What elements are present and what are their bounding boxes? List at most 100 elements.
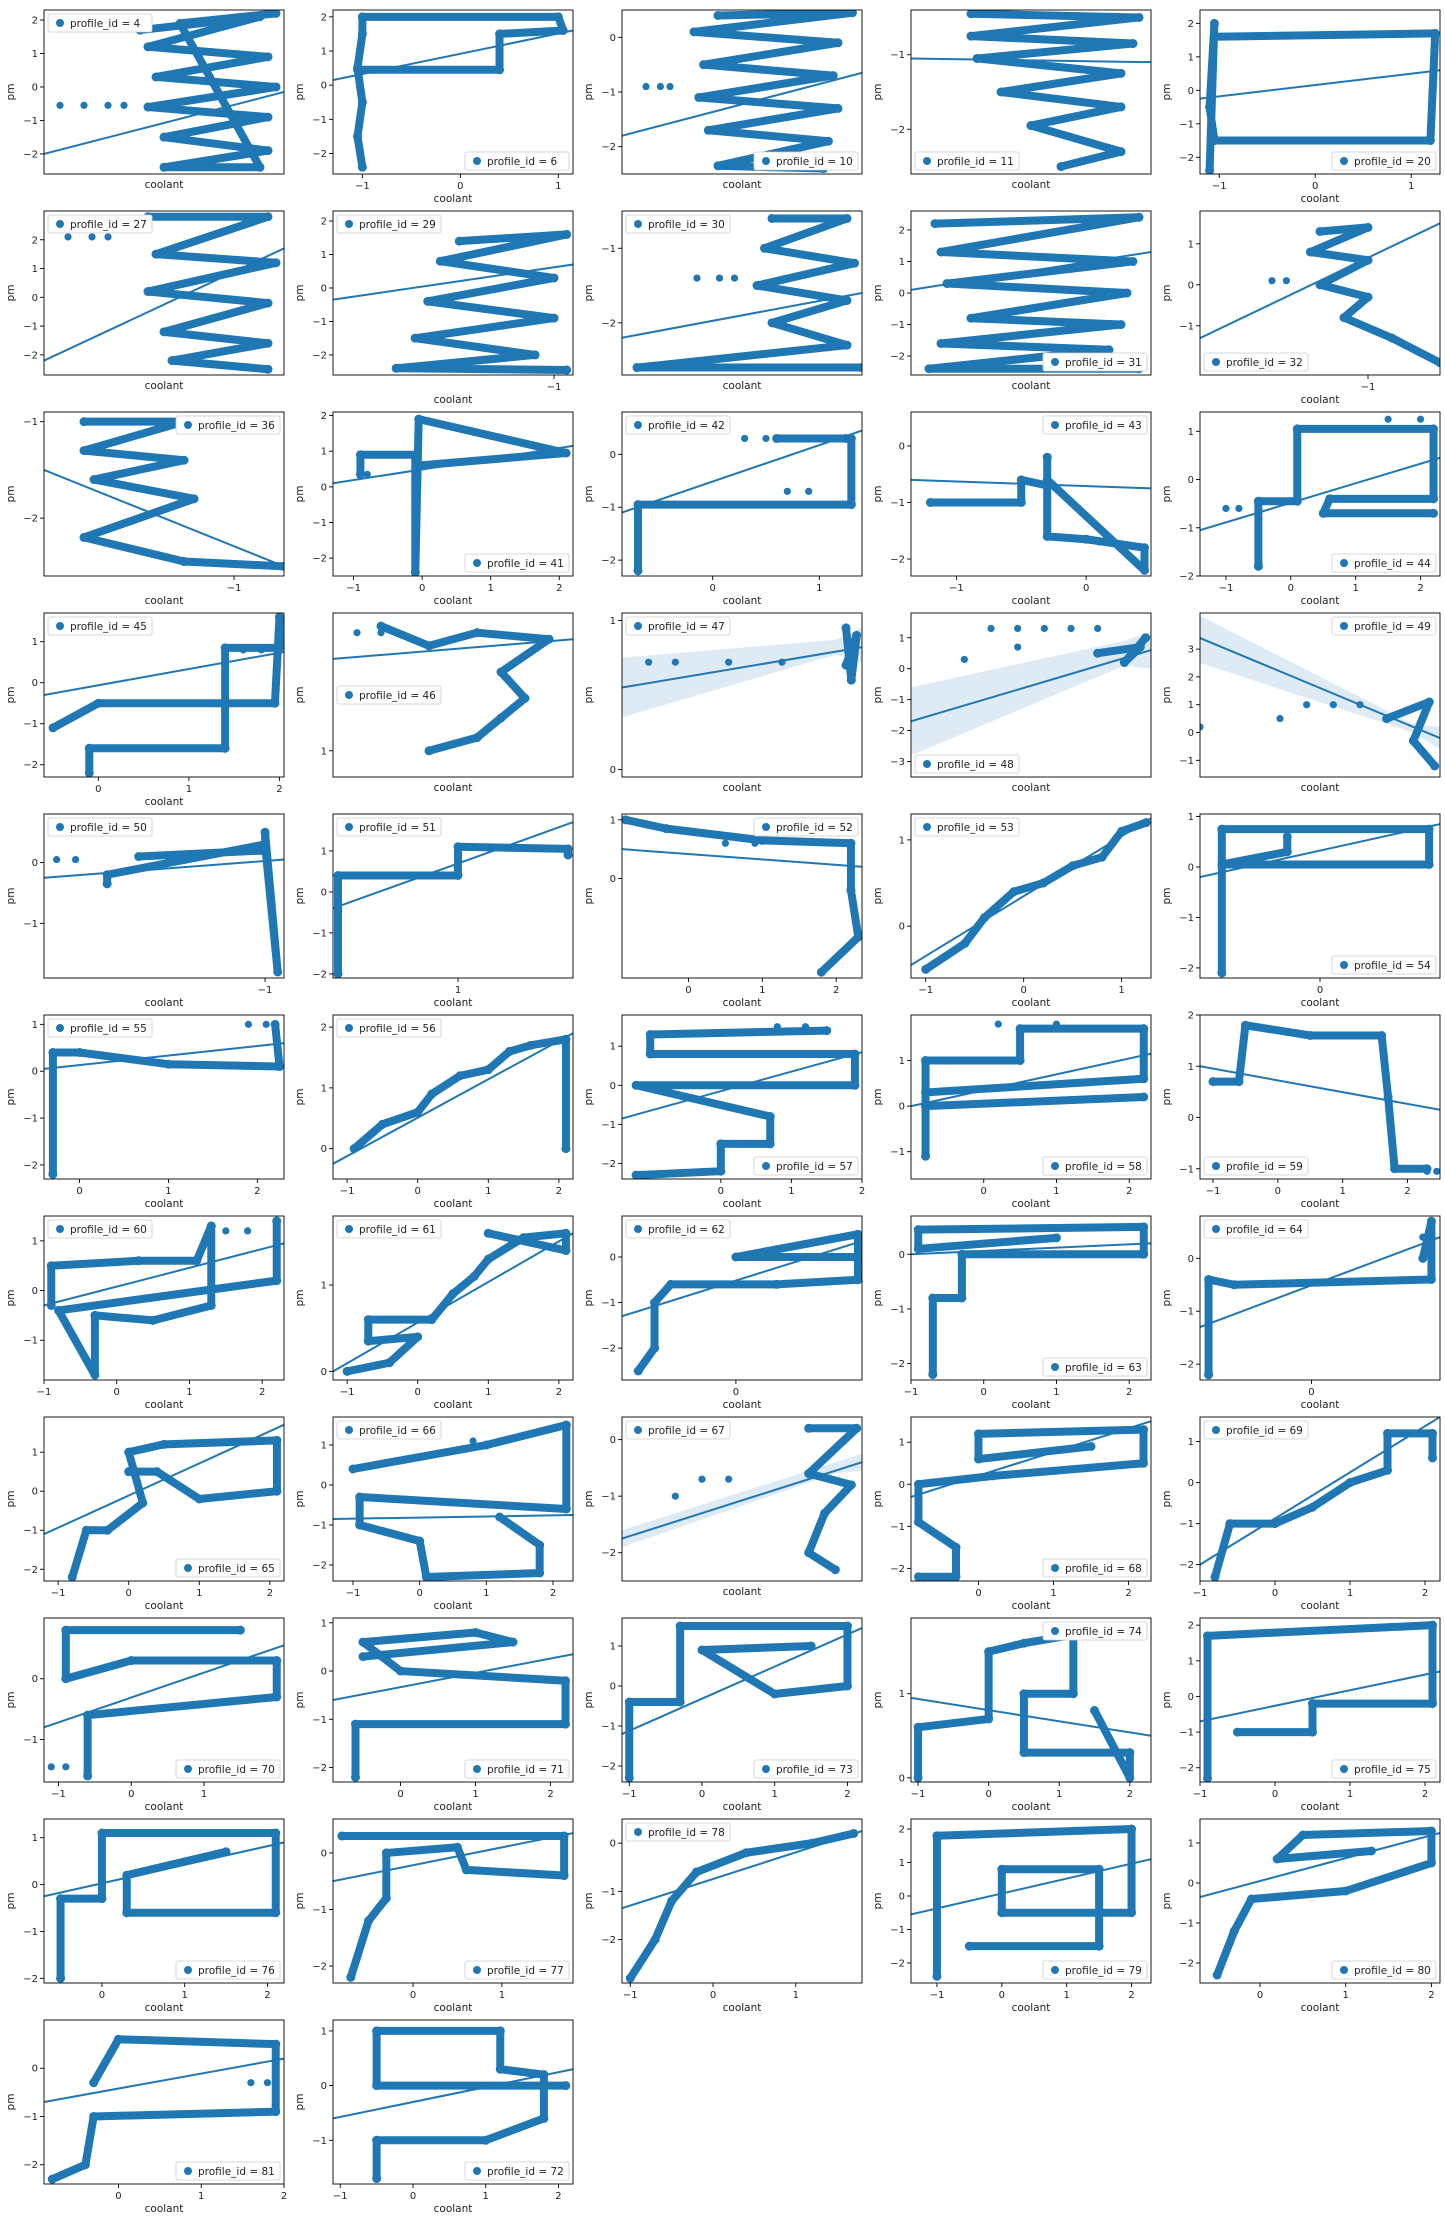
- plot-area: [333, 1228, 573, 1376]
- data-point: [372, 2174, 382, 2184]
- data-point: [694, 92, 704, 102]
- plot-area: [1200, 222, 1440, 368]
- subplot: −1 0 1 −2 −1 0 coolant pm profile_id = 78: [583, 1818, 863, 2014]
- y-tick-label: −2: [1179, 1763, 1194, 1774]
- data-point: [355, 450, 365, 460]
- data-point: [1116, 147, 1126, 157]
- data-point: [357, 12, 367, 22]
- y-tick-label: −1: [312, 1715, 327, 1726]
- scatter-trace: [842, 623, 861, 685]
- subplot: −1 0 1 2 −2 −1 0 1 coolant pm profile_id = 69: [1161, 1416, 1441, 1612]
- x-axis-label: coolant: [145, 380, 184, 392]
- legend-label: profile_id = 81: [198, 2166, 275, 2178]
- data-point: [553, 12, 563, 22]
- legend: profile_id = 61: [336, 1219, 442, 1239]
- legend-label: profile_id = 4: [70, 18, 140, 30]
- data-point: [1019, 1689, 1029, 1699]
- data-point: [806, 1641, 816, 1651]
- data-point: [363, 470, 371, 478]
- y-tick-label: −1: [1179, 523, 1194, 534]
- x-tick-label: −1: [1206, 1186, 1221, 1197]
- data-point: [974, 1454, 983, 1464]
- y-tick-label: 0: [610, 1435, 616, 1446]
- y-tick-label: 0: [610, 765, 616, 776]
- x-axis-label: coolant: [1301, 782, 1340, 794]
- data-point: [122, 1908, 132, 1918]
- scatter-trace: [48, 1020, 284, 1179]
- data-point: [358, 1652, 368, 1662]
- data-point: [847, 10, 857, 18]
- legend: profile_id = 78: [625, 1822, 731, 1842]
- axes-frame: [43, 1014, 285, 1180]
- y-tick-label: −1: [601, 244, 616, 255]
- data-point: [179, 557, 189, 567]
- x-tick-label: 0: [410, 1990, 416, 2001]
- y-tick-label: 0: [32, 1487, 38, 1498]
- regression-line: [1200, 1417, 1440, 1566]
- x-axis-label: coolant: [723, 380, 762, 392]
- plot-area: [911, 1020, 1151, 1161]
- y-tick-label: 1: [321, 47, 327, 58]
- data-point: [260, 839, 270, 849]
- legend: profile_id = 66: [336, 1420, 442, 1440]
- y-tick-label: −2: [890, 1564, 905, 1575]
- data-point: [1056, 162, 1066, 172]
- data-point: [921, 1056, 931, 1066]
- plot-area: [911, 212, 1151, 374]
- data-point: [822, 1026, 832, 1036]
- y-tick-label: −2: [890, 555, 905, 566]
- x-tick-label: 2: [859, 1186, 865, 1197]
- data-point: [496, 667, 506, 677]
- subplot: −3 −2 −1 0 1 coolant pm profile_id = 48: [872, 612, 1152, 794]
- y-tick-label: −1: [23, 417, 38, 428]
- legend-box: [47, 817, 153, 837]
- x-tick-label: −1: [258, 985, 273, 996]
- legend-box: [1331, 955, 1437, 975]
- data-point: [333, 969, 343, 978]
- y-tick-label: −1: [312, 928, 327, 939]
- data-point: [134, 852, 144, 862]
- data-point: [842, 340, 852, 350]
- y-tick-label: 0: [899, 1891, 905, 1902]
- x-tick-label: 1: [182, 1990, 188, 2001]
- plot-area: [1200, 415, 1440, 571]
- data-point: [352, 131, 362, 141]
- y-axis-label: pm: [872, 285, 884, 302]
- scatter-trace: [343, 1229, 570, 1376]
- data-point: [853, 1275, 862, 1285]
- x-tick-label: 2: [254, 1186, 260, 1197]
- x-tick-label: 2: [1127, 1789, 1133, 1800]
- legend-label: profile_id = 57: [776, 1161, 853, 1173]
- axes-frame: [910, 1215, 1152, 1381]
- legend-label: profile_id = 27: [70, 219, 147, 231]
- y-axis-label: pm: [872, 888, 884, 905]
- legend: profile_id = 49: [1331, 616, 1437, 636]
- data-point: [143, 42, 153, 52]
- regression-line: [333, 29, 573, 82]
- y-tick-label: −1: [312, 115, 327, 126]
- legend: profile_id = 45: [47, 616, 153, 636]
- y-axis-label: pm: [583, 1290, 595, 1307]
- data-point: [1423, 1167, 1431, 1175]
- data-point: [1424, 697, 1434, 707]
- confidence-band: [622, 627, 862, 718]
- data-point: [435, 256, 445, 266]
- regression-line: [622, 646, 862, 689]
- x-tick-label: 0: [1288, 583, 1294, 594]
- plot-area: [44, 1216, 284, 1380]
- y-tick-label: −1: [1179, 913, 1194, 924]
- data-point: [89, 2111, 99, 2121]
- data-point: [364, 1916, 374, 1926]
- y-axis-label: pm: [5, 1089, 17, 1106]
- data-point: [244, 1227, 252, 1235]
- data-point: [913, 1225, 923, 1235]
- x-tick-label: 2: [1126, 1186, 1132, 1197]
- data-point: [263, 112, 273, 122]
- y-tick-label: 0: [899, 1480, 905, 1491]
- regression-line: [622, 1051, 862, 1120]
- regression-line: [44, 2057, 284, 2103]
- axes-frame: [43, 210, 285, 376]
- y-tick-label: −3: [890, 757, 905, 768]
- y-tick-label: 0: [1188, 280, 1194, 291]
- x-axis-label: coolant: [1301, 193, 1340, 205]
